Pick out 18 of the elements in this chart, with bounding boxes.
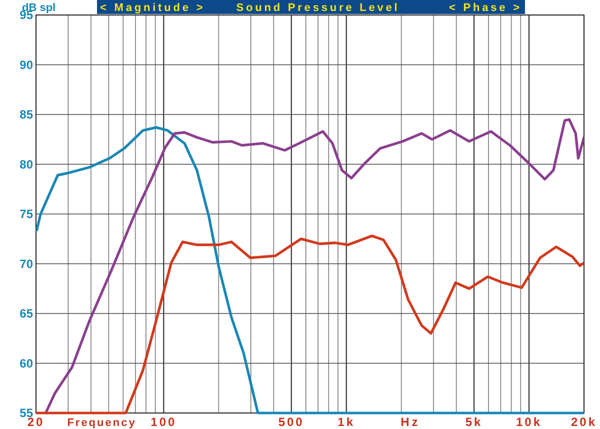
x-tick-label: 1k [338,415,356,429]
x-tick-label: 20k [570,415,598,429]
y-tick-label: 90 [20,58,34,72]
x-tick-label: 10k [516,415,542,429]
y-tick-label: 75 [20,207,34,222]
y-tick-label: 80 [20,157,34,172]
x-axis-title: Frequency [67,417,136,429]
text: Hz [400,415,420,429]
y-tick-label: 60 [20,356,34,370]
chart-title: Sound Pressure Level [236,2,400,14]
x-tick-label: 100 [150,415,177,429]
y-tick-label: 70 [20,256,34,271]
y-tick-label: 65 [20,306,34,321]
y-tick-label: 85 [20,108,34,122]
text: < Phase > [449,2,522,14]
x-tick-label: 5k [465,415,483,429]
text: < Magnitude > [100,2,206,14]
x-tick-label: 500 [278,415,304,429]
